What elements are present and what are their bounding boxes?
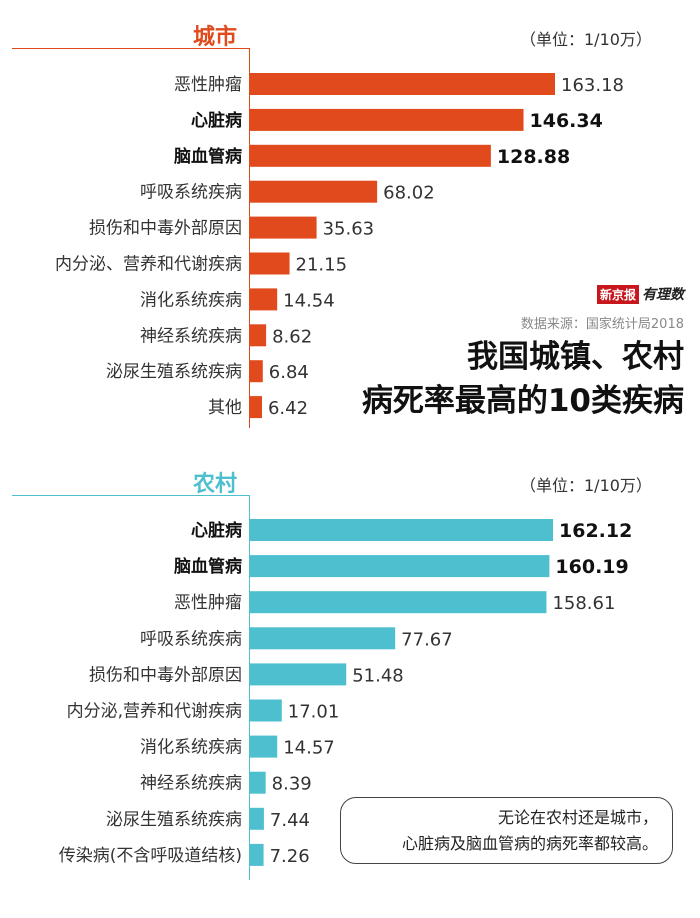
rural-bar-3 [250,627,396,650]
rural-value-label-2: 158.61 [552,593,615,614]
rural-bar-0 [250,519,554,541]
city-value-label-4: 35.63 [323,219,375,240]
rural-header-rule [12,495,249,496]
city-value-label-0: 163.18 [561,75,624,96]
rural-value-label-1: 160.19 [555,556,628,578]
city-category-label-9: 其他 [208,398,242,418]
logo-script-mark: 有理数 [642,287,684,303]
city-bar-3 [250,180,378,203]
city-bar-0 [250,73,555,95]
rural-value-label-5: 17.01 [288,702,340,723]
data-source: 数据来源：国家统计局2018 [520,317,684,332]
rural-category-label-2: 恶性肿瘤 [174,593,242,613]
city-value-label-8: 6.84 [269,362,309,383]
rural-bar-1 [250,555,550,578]
rural-value-label-0: 162.12 [559,520,632,542]
city-category-label-3: 呼吸系统疾病 [140,183,242,203]
headline-line-2: 病死率最高的10类疾病 [361,383,684,419]
rural-bar-6 [250,735,278,758]
city-value-label-5: 21.15 [296,255,348,276]
city-value-label-2: 128.88 [497,146,570,168]
city-bar-9 [250,396,262,419]
rural-section-title: 农村 [193,472,238,497]
city-section-title: 城市 [193,25,238,50]
rural-axis [249,495,250,880]
rural-category-label-1: 脑血管病 [174,556,242,577]
rural-bar-5 [250,699,282,722]
rural-category-label-8: 泌尿生殖系统疾病 [106,810,242,830]
city-category-label-8: 泌尿生殖系统疾病 [106,362,242,382]
rural-bar-9 [250,843,264,866]
rural-value-label-4: 51.48 [352,665,404,686]
city-bar-5 [250,252,290,275]
city-bar-4 [250,216,317,239]
city-bar-1 [250,108,524,131]
city-bar-2 [250,144,491,167]
rural-bar-4 [250,663,347,686]
rural-category-label-0: 心脏病 [191,520,242,541]
city-axis [249,48,250,428]
city-category-label-7: 神经系统疾病 [140,326,242,346]
city-category-label-6: 消化系统疾病 [140,290,242,310]
city-value-label-3: 68.02 [383,183,435,204]
headline-line-1: 我国城镇、农村 [467,339,684,375]
rural-value-label-8: 7.44 [270,810,310,831]
city-value-label-9: 6.42 [268,398,308,419]
rural-value-label-7: 8.39 [272,774,312,795]
city-bar-6 [250,288,278,311]
city-value-label-7: 8.62 [272,326,312,347]
city-bar-chart: 恶性肿瘤 163.18 心脏病 146.34 脑血管病 128.88 呼吸系统疾病 68.02… [55,73,624,419]
rural-category-label-5: 内分泌,营养和代谢疾病 [67,702,242,722]
city-bar-8 [250,360,263,383]
city-category-label-4: 损伤和中毒外部原因 [89,219,242,239]
note-box: 无论在农村还是城市， 心脏病及脑血管病的病死率都较高。 [340,797,673,864]
rural-bar-2 [250,591,547,614]
rural-category-label-7: 神经系统疾病 [140,774,242,794]
rural-unit-label: （单位：1/10万） [520,476,652,495]
rural-bar-8 [250,807,264,830]
city-category-label-1: 心脏病 [191,110,242,131]
city-unit-label: （单位：1/10万） [520,30,652,49]
city-value-label-6: 14.54 [283,290,335,311]
note-line-1: 无论在农村还是城市， [497,808,658,827]
city-category-label-5: 内分泌、营养和代谢疾病 [55,255,242,275]
rural-value-label-6: 14.57 [283,738,335,759]
rural-category-label-4: 损伤和中毒外部原因 [89,665,242,685]
city-category-label-2: 脑血管病 [174,146,242,167]
rural-value-label-9: 7.26 [270,846,310,867]
rural-category-label-6: 消化系统疾病 [140,738,242,758]
rural-bar-7 [250,771,266,794]
rural-category-label-3: 呼吸系统疾病 [140,629,242,649]
city-value-label-1: 146.34 [530,110,603,132]
rural-value-label-3: 77.67 [401,629,453,650]
logo-red-mark: 新京报 [596,284,639,304]
city-category-label-0: 恶性肿瘤 [174,75,242,95]
rural-category-label-9: 传染病(不含呼吸道结核) [59,846,242,866]
city-bar-7 [250,324,267,347]
note-line-2: 心脏病及脑血管病的病死率都较高。 [401,834,658,853]
publisher-logo: 新京报 有理数 [596,284,684,304]
city-header-rule [12,48,249,49]
